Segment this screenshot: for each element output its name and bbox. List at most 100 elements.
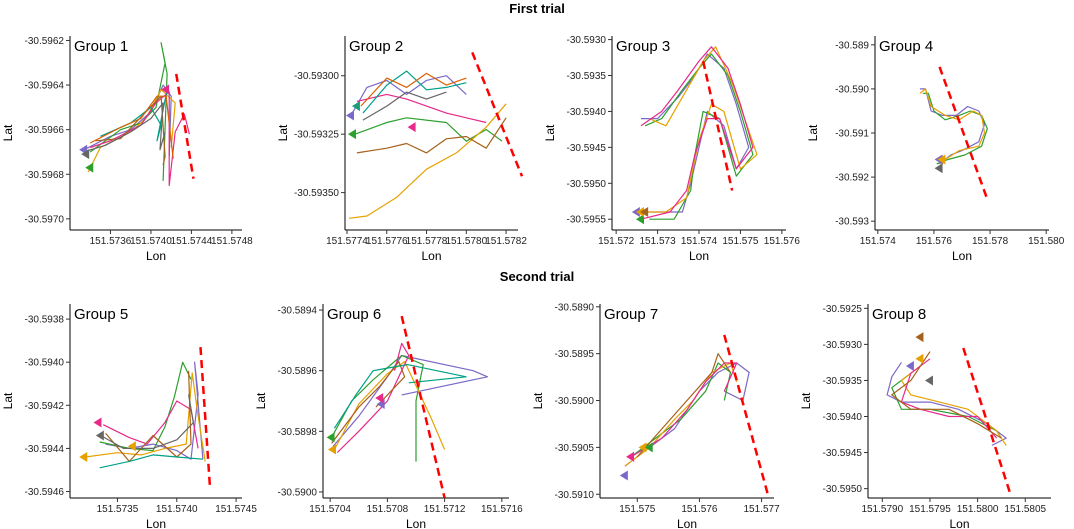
panel-group-4: 151.574 151.576 151.578 151.580 -30.593 -30.5… xyxy=(806,36,1065,263)
boundary-line xyxy=(962,347,1013,497)
track-line xyxy=(630,362,738,458)
y-tick-label: -30.593 xyxy=(835,217,869,228)
y-tick-label: -30.5890 xyxy=(555,302,595,313)
start-marker xyxy=(638,442,647,453)
y-axis-title: Lat xyxy=(1,124,15,141)
x-tick-label: 151.5795 xyxy=(909,504,951,515)
panel-group-7: 151.575 151.576 151.577 -30.5910 -30.5905 -30… xyxy=(531,302,780,529)
y-axis-title: Lat xyxy=(806,124,820,141)
panel-group-8: 151.5790 151.5795 151.5800 151.5805 -30.5950… xyxy=(799,304,1051,529)
x-tick-label: 151.5776 xyxy=(366,236,408,247)
start-marker xyxy=(328,444,337,455)
y-tick-label: -30.5935 xyxy=(823,376,863,387)
x-tick-label: 151.5800 xyxy=(957,504,999,515)
x-tick-label: 151.572 xyxy=(598,236,635,247)
y-tick-label: -30.5940 xyxy=(823,412,863,423)
x-axis-title: Lon xyxy=(406,517,426,529)
y-tick-label: -30.5970 xyxy=(25,214,65,225)
start-marker xyxy=(79,452,88,463)
y-tick-label: -30.5940 xyxy=(25,358,65,369)
start-marker xyxy=(351,101,360,112)
x-tick-label: 151.5736 xyxy=(90,236,132,247)
x-tick-label: 151.573 xyxy=(639,236,676,247)
track-line xyxy=(99,361,192,452)
boundary-line xyxy=(723,334,769,495)
y-tick-label: -30.5944 xyxy=(25,444,65,455)
x-tick-label: 151.5716 xyxy=(481,504,523,515)
track-line xyxy=(332,354,489,447)
x-axis-title: Lon xyxy=(677,517,697,529)
x-tick-label: 151.5790 xyxy=(861,504,903,515)
boundary-line xyxy=(400,315,446,499)
y-tick-label: -30.590 xyxy=(835,84,869,95)
panel-title-6: Group 6 xyxy=(327,306,381,323)
start-marker xyxy=(93,417,102,428)
start-marker xyxy=(407,122,416,133)
panel-title-8: Group 8 xyxy=(872,306,926,323)
y-tick-label: -30.5896 xyxy=(278,366,318,377)
track-line xyxy=(891,351,1002,439)
track-line xyxy=(83,102,166,153)
start-marker xyxy=(640,207,649,218)
start-marker xyxy=(924,375,933,386)
start-marker xyxy=(934,163,943,174)
panel-title-1: Group 1 xyxy=(74,38,128,55)
track-line xyxy=(644,53,754,220)
y-tick-label: -30.5910 xyxy=(555,490,595,501)
trial-title-second: Second trial xyxy=(500,269,574,284)
track-line xyxy=(102,400,199,449)
start-marker xyxy=(619,470,628,481)
y-tick-label: -30.5950 xyxy=(567,179,607,190)
y-tick-label: -30.5900 xyxy=(555,396,595,407)
x-tick-label: 151.5774 xyxy=(326,236,368,247)
start-marker xyxy=(915,353,924,364)
x-tick-label: 151.575 xyxy=(722,236,759,247)
track-line xyxy=(362,70,467,114)
start-marker xyxy=(85,162,94,173)
track-line xyxy=(89,95,174,159)
x-tick-label: 151.5704 xyxy=(309,504,351,515)
x-tick-label: 151.5735 xyxy=(97,504,139,515)
boundary-line xyxy=(199,347,212,488)
x-axis-title: Lon xyxy=(689,249,709,263)
start-marker xyxy=(95,430,104,441)
start-marker xyxy=(326,432,335,443)
x-tick-label: 151.576 xyxy=(916,236,953,247)
track-line xyxy=(350,75,467,116)
start-marker xyxy=(631,207,640,218)
start-marker xyxy=(345,110,354,121)
y-tick-label: -30.5950 xyxy=(823,484,863,495)
y-tick-label: -30.5940 xyxy=(567,107,607,118)
x-tick-label: 151.578 xyxy=(972,236,1009,247)
start-marker xyxy=(626,451,635,462)
y-tick-label: -30.5895 xyxy=(555,349,595,360)
track-line xyxy=(356,93,487,124)
start-marker xyxy=(636,207,644,218)
x-axis-title: Lon xyxy=(952,249,972,263)
y-tick-label: -30.5938 xyxy=(25,315,65,326)
x-tick-label: 151.577 xyxy=(743,504,780,515)
y-tick-label: -30.5898 xyxy=(278,427,318,438)
y-tick-label: -30.5942 xyxy=(25,401,65,412)
track-line xyxy=(362,91,447,121)
y-axis-title: Lat xyxy=(254,392,268,409)
y-axis-title: Lat xyxy=(543,124,557,141)
start-marker xyxy=(81,149,90,160)
track-line xyxy=(356,117,507,154)
y-axis-title: Lat xyxy=(799,392,813,409)
y-axis-title: Lat xyxy=(276,124,290,141)
boundary-line xyxy=(175,73,195,179)
y-tick-label: -30.589 xyxy=(835,40,869,51)
track-line xyxy=(90,91,190,186)
y-tick-label: -30.5945 xyxy=(567,143,607,154)
panel-title-2: Group 2 xyxy=(349,38,403,55)
start-marker xyxy=(905,361,914,372)
y-axis-title: Lat xyxy=(531,392,545,409)
y-tick-label: -30.5925 xyxy=(823,304,863,315)
track-line xyxy=(85,372,206,462)
panel-group-6: 151.5704 151.5708 151.5712 151.5716 -30.5900… xyxy=(254,304,523,529)
track-line xyxy=(640,46,754,220)
track-line xyxy=(100,394,194,449)
y-tick-label: -30.59350 xyxy=(294,188,339,199)
